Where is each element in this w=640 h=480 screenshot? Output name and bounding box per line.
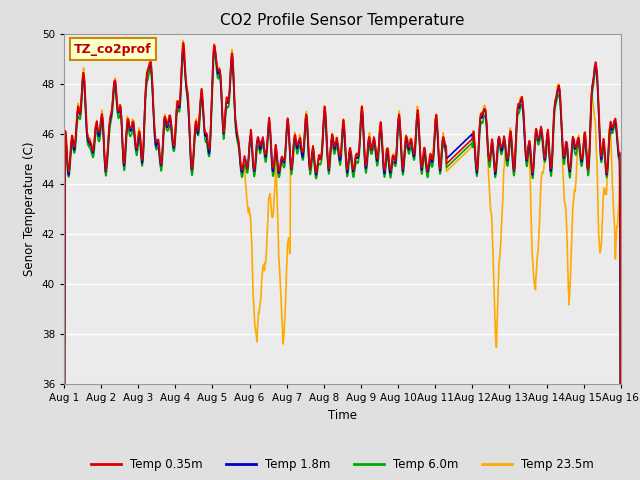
Temp 23.5m	[359, 112, 367, 118]
Temp 6.0m	[211, 50, 219, 56]
Temp 6.0m	[504, 159, 512, 165]
Temp 23.5m	[584, 161, 591, 167]
Line: Temp 23.5m: Temp 23.5m	[64, 40, 621, 480]
Text: TZ_co2prof: TZ_co2prof	[74, 43, 152, 56]
Temp 1.8m	[179, 44, 187, 50]
Temp 1.8m	[371, 141, 379, 146]
Title: CO2 Profile Sensor Temperature: CO2 Profile Sensor Temperature	[220, 13, 465, 28]
Line: Temp 1.8m: Temp 1.8m	[64, 47, 621, 480]
Temp 0.35m	[216, 66, 223, 72]
Temp 1.8m	[359, 114, 367, 120]
Temp 6.0m	[584, 165, 591, 171]
Line: Temp 6.0m: Temp 6.0m	[64, 53, 621, 480]
Line: Temp 0.35m: Temp 0.35m	[64, 43, 621, 480]
Temp 23.5m	[371, 139, 379, 145]
Temp 0.35m	[359, 109, 367, 115]
Temp 23.5m	[216, 66, 223, 72]
X-axis label: Time: Time	[328, 408, 357, 421]
Temp 23.5m	[179, 37, 187, 43]
Temp 23.5m	[504, 151, 512, 156]
Temp 0.35m	[504, 153, 512, 159]
Temp 0.35m	[180, 40, 188, 46]
Temp 1.8m	[216, 68, 223, 73]
Temp 23.5m	[568, 234, 575, 240]
Legend: Temp 0.35m, Temp 1.8m, Temp 6.0m, Temp 23.5m: Temp 0.35m, Temp 1.8m, Temp 6.0m, Temp 2…	[86, 454, 598, 476]
Temp 6.0m	[216, 73, 223, 79]
Temp 1.8m	[504, 152, 512, 157]
Temp 0.35m	[584, 160, 591, 166]
Temp 1.8m	[568, 147, 575, 153]
Temp 6.0m	[359, 118, 367, 123]
Temp 6.0m	[371, 145, 379, 151]
Temp 0.35m	[371, 138, 379, 144]
Temp 1.8m	[584, 163, 591, 169]
Y-axis label: Senor Temperature (C): Senor Temperature (C)	[23, 142, 36, 276]
Temp 6.0m	[568, 153, 575, 158]
Temp 0.35m	[568, 144, 575, 149]
